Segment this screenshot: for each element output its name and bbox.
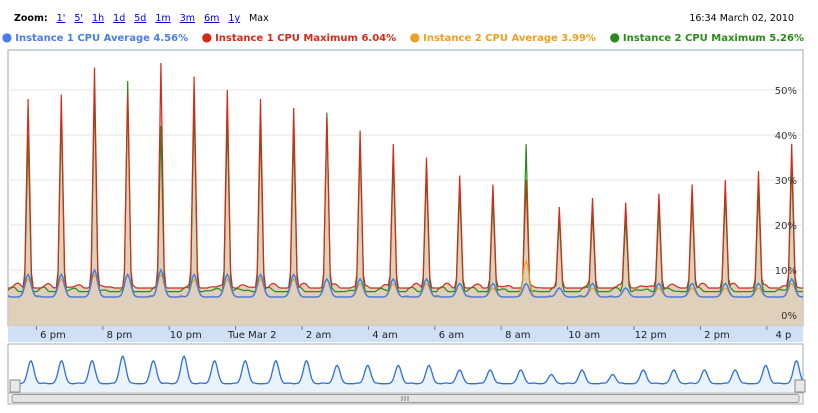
y-tick-label: 10% (775, 266, 797, 277)
x-tick-label: 2 am (306, 330, 331, 341)
legend-value: 5.26% (769, 33, 804, 44)
x-tick-label: 4 am (372, 330, 397, 341)
zoom-5d[interactable]: 5d (134, 13, 147, 24)
x-tick-label: Tue Mar 2 (227, 330, 277, 341)
timestamp: 16:34 March 02, 2010 (689, 13, 794, 24)
legend: ● Instance 1 CPU Average 4.56% ● Instance … (0, 30, 804, 44)
x-tick-label: 10 pm (170, 330, 202, 341)
zoom-5min[interactable]: 5' (74, 13, 84, 24)
navigator-line (14, 355, 805, 385)
zoom-1y[interactable]: 1y (228, 13, 241, 24)
series-group (8, 62, 803, 326)
x-tick-label: 6 pm (40, 330, 66, 341)
y-tick-label: 20% (775, 221, 797, 232)
legend-item-instance-2-avg[interactable]: ● Instance 2 CPU Average 3.99% (409, 30, 596, 44)
legend-label: Instance 1 CPU Average (15, 33, 150, 44)
legend-dot-icon: ● (201, 30, 213, 44)
x-tick-label: 4 p (775, 330, 791, 341)
range-handle-left (9, 379, 21, 393)
legend-label: Instance 2 CPU Average (423, 33, 558, 44)
series-line-instance-1-avg (8, 268, 803, 298)
legend-dot-icon: ● (1, 30, 13, 44)
zoom-1h[interactable]: 1h (92, 13, 105, 24)
zoom-6m[interactable]: 6m (204, 13, 220, 24)
y-tick-label: 50% (775, 86, 797, 97)
plot-area (7, 49, 804, 327)
series-line-instance-1-max (8, 62, 803, 289)
legend-dot-icon: ● (409, 30, 421, 44)
zoom-3m[interactable]: 3m (179, 13, 196, 24)
legend-dot-icon: ● (609, 30, 620, 44)
legend-value: 6.04% (361, 33, 397, 44)
x-tick-label: 10 am (568, 330, 600, 341)
x-tick-label: 8 pm (107, 330, 133, 341)
legend-value: 3.99% (561, 33, 596, 44)
legend-value: 4.56% (153, 33, 189, 44)
x-axis-band (8, 326, 803, 342)
legend-label: Instance 1 CPU Maximum (215, 33, 358, 44)
zoom-bar: Zoom: 1' 5' 1h 1d 5d 1m 3m 6m 1y Max (14, 13, 269, 24)
area-fill (8, 63, 803, 326)
legend-label: Instance 2 CPU Maximum (622, 33, 766, 44)
x-tick-label: 12 pm (635, 330, 667, 341)
range-handle-right (794, 379, 806, 393)
x-tick-label: 2 pm (704, 330, 730, 341)
zoom-max-selected: Max (249, 13, 269, 24)
y-tick-label: 30% (775, 176, 797, 187)
legend-item-instance-1-max[interactable]: ● Instance 1 CPU Maximum 6.04% (201, 30, 397, 44)
zoom-label: Zoom: (14, 13, 48, 24)
zoom-1min[interactable]: 1' (56, 13, 66, 24)
y-tick-label: 40% (775, 131, 797, 142)
zoom-1m[interactable]: 1m (155, 13, 171, 24)
x-tick-label: 8 am (505, 330, 530, 341)
zoom-1d[interactable]: 1d (113, 13, 126, 24)
y-tick-label: 0% (781, 311, 797, 322)
legend-item-instance-2-max[interactable]: ● Instance 2 CPU Maximum 5.26% (609, 30, 804, 44)
x-tick-label: 6 am (439, 330, 464, 341)
legend-item-instance-1-avg[interactable]: ● Instance 1 CPU Average 4.56% (1, 30, 189, 44)
chart-toolbar: Zoom: 1' 5' 1h 1d 5d 1m 3m 6m 1y Max 16:… (0, 0, 818, 48)
